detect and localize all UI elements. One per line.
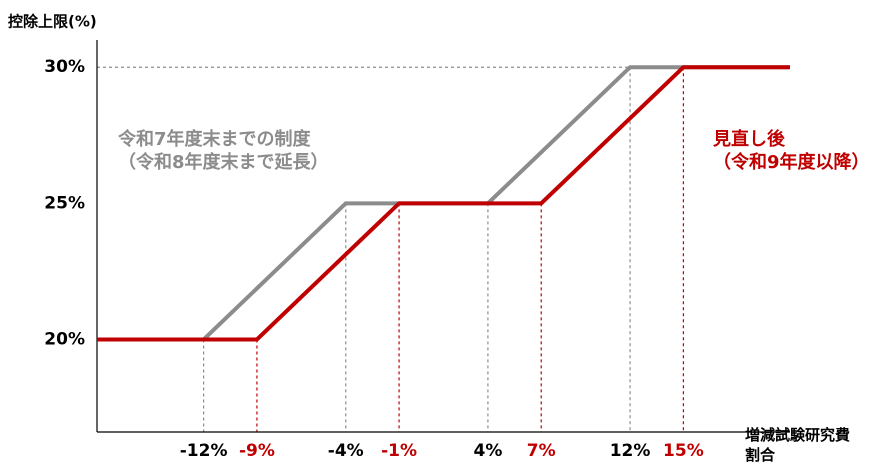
y-tick-label: 25% (44, 193, 85, 213)
legend-label: 令和7年度末までの制度 (118, 129, 311, 150)
x-tick-label: -1% (381, 441, 417, 461)
x-axis-label: 増減試験研究費割合 (745, 426, 851, 464)
x-tick-label: -9% (239, 441, 275, 461)
legend-gray: 令和7年度末までの制度 （令和8年度末まで延長） (118, 128, 418, 175)
legend-note: （令和8年度末まで延長） (118, 152, 329, 174)
series-line (97, 65, 790, 342)
x-tick-label: 7% (527, 441, 556, 461)
y-tick-label: 30% (44, 57, 85, 77)
legend-note: （令和9年度以降） (713, 152, 870, 174)
x-tick-label: 15% (663, 441, 704, 461)
y-axis-label: 控除上限(%) (8, 13, 97, 31)
x-tick-label: 4% (473, 441, 502, 461)
legend-red: 見直し後 （令和9年度以降） (713, 128, 883, 175)
legend-label: 見直し後 (713, 129, 785, 150)
y-tick-label: 20% (44, 329, 85, 349)
x-tick-label: 12% (610, 441, 651, 461)
x-tick-label: -4% (328, 441, 364, 461)
x-tick-label: -12% (180, 441, 228, 461)
